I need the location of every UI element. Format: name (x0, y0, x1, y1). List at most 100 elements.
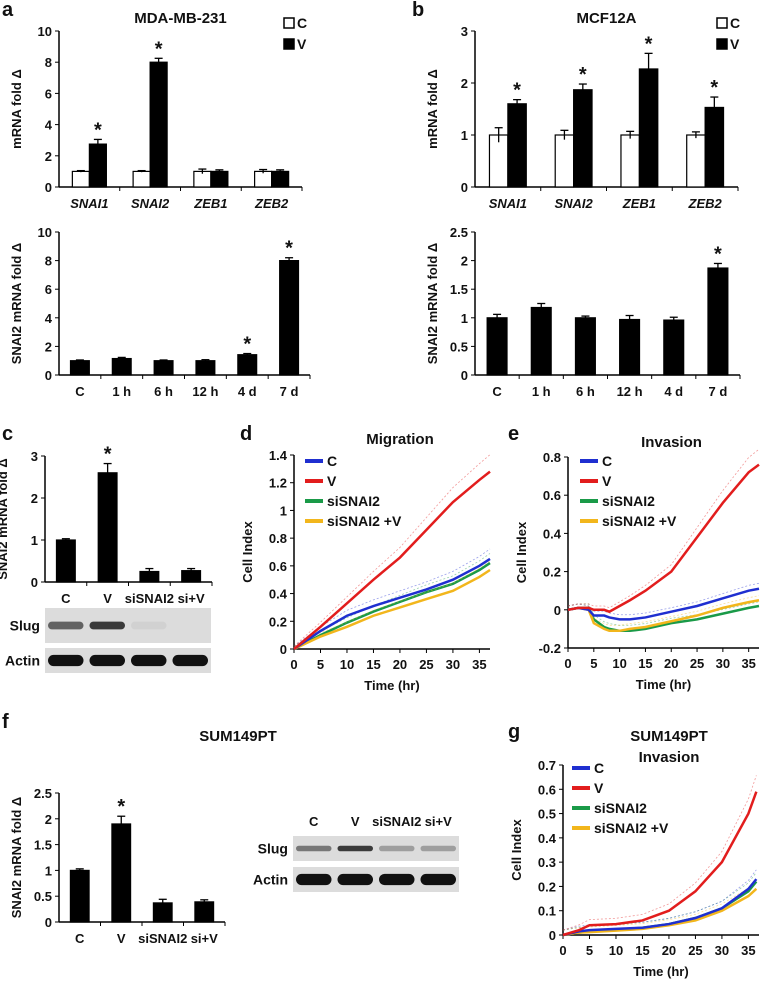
chart-title: Migration (366, 431, 434, 448)
panel-letter-c: c (2, 423, 13, 445)
bar-C (686, 134, 706, 188)
bar-SNAI2 (69, 360, 90, 376)
panel-letter-d: d (240, 423, 252, 445)
blot-band (89, 621, 125, 630)
chart-title: MCF12A (576, 10, 636, 27)
chart-d: 0 0.2 0.4 0.6 0.8 1 1.2 1.4 Cell Index Migration 0… (240, 431, 491, 693)
line-V (567, 463, 760, 614)
panel-letter-e: e (508, 423, 519, 445)
bar-C (71, 170, 90, 188)
bar-SNAI2 (279, 260, 300, 376)
blot-band (337, 845, 373, 852)
chart-title: MDA-MB-231 (134, 10, 227, 27)
blot-band (48, 621, 84, 630)
x-tick-label: 35 (472, 657, 486, 672)
legend-label: siSNAI2 (602, 493, 655, 509)
blot-band (131, 654, 167, 667)
y-tick-label: 1.4 (269, 448, 288, 463)
x-tick-label: 20 (393, 657, 407, 672)
significance-star: * (645, 33, 653, 55)
x-tick-label: 7 d (280, 384, 299, 399)
x-tick-label: V (117, 931, 126, 946)
x-tick-label: 6 h (576, 384, 595, 399)
x-tick-label: 15 (635, 943, 649, 958)
legend-label: C (602, 453, 612, 469)
x-tick-label: C (75, 384, 85, 399)
bar-C (254, 170, 273, 188)
bar-SNAI2 (111, 823, 132, 923)
x-axis-label: Time (hr) (364, 678, 419, 693)
bar-SNAI2 (619, 318, 641, 376)
chart-c: 0 1 2 3 SNAI2 mRNA fold Δ C V * siSNAI2 si+V Slug A… (0, 444, 213, 673)
legend-label: V (602, 473, 612, 489)
chart-b-bottom: 0 0.5 1 1.5 2 2.5 SNAI2 mRNA fold Δ C 1 h 6 h 12 h… (425, 225, 741, 399)
x-tick-label: 1 h (532, 384, 551, 399)
y-tick-label: 1 (461, 311, 468, 326)
y-tick-label: 0.5 (34, 889, 52, 904)
y-tick-label: 6 (45, 86, 52, 101)
panel-f-title: SUM149PT (199, 728, 277, 745)
bar-SNAI2 (111, 357, 132, 376)
significance-star: * (94, 119, 102, 141)
y-tick-label: 10 (38, 225, 52, 240)
y-tick-label: 0.1 (538, 904, 556, 919)
error-band-C (293, 548, 491, 647)
x-tick-label: 25 (419, 657, 433, 672)
y-tick-label: 6 (45, 282, 52, 297)
y-axis-label: SNAI2 mRNA fold Δ (0, 458, 10, 580)
x-tick-label: 20 (662, 943, 676, 958)
x-tick-label: SNAI1 (70, 196, 108, 211)
blot-lane-label: V (351, 814, 360, 829)
legend-label: V (297, 36, 307, 52)
bar-V (507, 103, 527, 188)
x-tick-label: 15 (366, 657, 380, 672)
x-tick-label: 0 (290, 657, 297, 672)
significance-star: * (104, 444, 112, 466)
legend-label: siSNAI2 (327, 493, 380, 509)
x-axis-label: Time (hr) (633, 964, 688, 979)
significance-star: * (710, 77, 718, 99)
blot-lane-label: siSNAI2 (372, 814, 421, 829)
blot-band (296, 873, 332, 886)
y-tick-label: 0.5 (450, 339, 468, 354)
y-tick-label: 0.4 (538, 831, 557, 846)
line-siSNAI2 +V (293, 568, 491, 651)
chart-b-top: 0 1 2 3 mRNA fold Δ MCF12A SNAI1 * SNAI2 * ZEB1 * ZE… (425, 10, 740, 211)
y-tick-label: 2 (461, 76, 468, 91)
y-tick-label: 0.2 (269, 614, 287, 629)
blot-row-label: Slug (258, 841, 288, 857)
x-tick-label: si+V (178, 591, 205, 606)
legend-label: V (730, 36, 740, 52)
panel-letter-f: f (2, 711, 9, 733)
line-V (293, 470, 491, 650)
legend-label: siSNAI2 +V (327, 513, 402, 529)
y-tick-label: 1.2 (269, 476, 287, 491)
x-tick-label: 12 h (192, 384, 218, 399)
y-tick-label: 10 (38, 24, 52, 39)
y-tick-label: 1.5 (34, 838, 52, 853)
x-tick-label: V (103, 591, 112, 606)
y-tick-label: 2 (45, 812, 52, 827)
legend-swatch-C (716, 17, 728, 29)
blot-lane-label: si+V (425, 814, 452, 829)
bar-SNAI2 (237, 354, 258, 376)
y-tick-label: 0 (461, 180, 468, 195)
x-tick-label: ZEB1 (193, 196, 227, 211)
chart-f: 0 0.5 1 1.5 2 2.5 SNAI2 mRNA fold Δ C V * siSNAI2 s… (9, 786, 459, 946)
y-tick-label: 0.2 (543, 565, 561, 580)
x-tick-label: 0 (559, 943, 566, 958)
blot-band (379, 873, 415, 886)
y-tick-label: 2.5 (450, 225, 468, 240)
bar-V (149, 61, 168, 188)
bar-V (271, 170, 290, 188)
x-tick-label: 25 (688, 943, 702, 958)
y-axis-label: SNAI2 mRNA fold Δ (9, 797, 24, 919)
line-C (562, 878, 758, 937)
x-tick-label: 10 (340, 657, 354, 672)
panel-letter-g: g (508, 721, 520, 743)
y-tick-label: 0.7 (538, 758, 556, 773)
legend-swatch-V (716, 38, 728, 50)
y-tick-label: 0 (31, 575, 38, 590)
x-tick-label: ZEB2 (688, 196, 723, 211)
